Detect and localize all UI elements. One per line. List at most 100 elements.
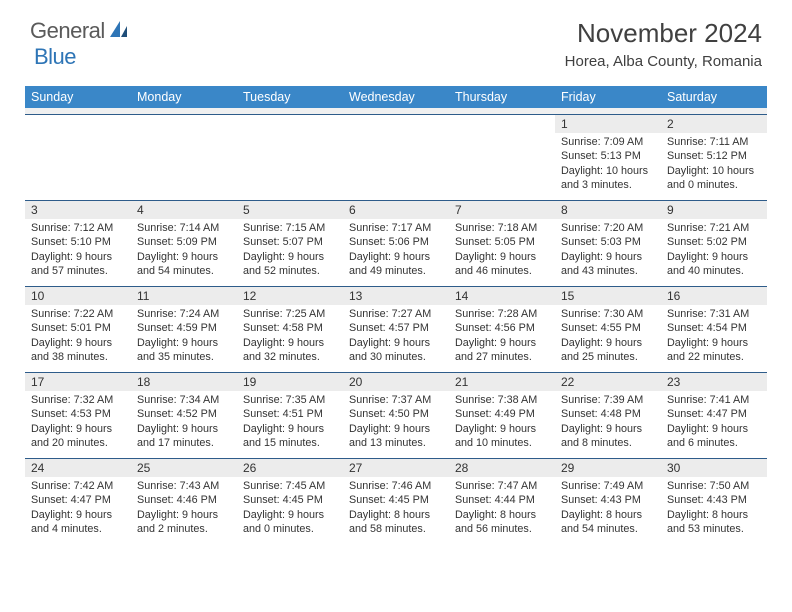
day-body: Sunrise: 7:09 AMSunset: 5:13 PMDaylight:… [555, 133, 661, 197]
day-sr: Sunrise: 7:21 AM [667, 221, 761, 236]
calendar-day-cell: 11Sunrise: 7:24 AMSunset: 4:59 PMDayligh… [131, 286, 237, 372]
calendar-day-cell: 25Sunrise: 7:43 AMSunset: 4:46 PMDayligh… [131, 458, 237, 544]
day-ss: Sunset: 4:46 PM [137, 493, 231, 508]
day-sr: Sunrise: 7:20 AM [561, 221, 655, 236]
day-sr: Sunrise: 7:41 AM [667, 393, 761, 408]
day-dl1: Daylight: 9 hours [137, 508, 231, 523]
day-dl1: Daylight: 9 hours [31, 336, 125, 351]
day-dl1: Daylight: 9 hours [561, 250, 655, 265]
day-dl2: and 25 minutes. [561, 350, 655, 365]
day-ss: Sunset: 4:47 PM [667, 407, 761, 422]
day-sr: Sunrise: 7:32 AM [31, 393, 125, 408]
day-sr: Sunrise: 7:25 AM [243, 307, 337, 322]
day-ss: Sunset: 4:54 PM [667, 321, 761, 336]
day-body [449, 119, 555, 125]
calendar-day-cell: 5Sunrise: 7:15 AMSunset: 5:07 PMDaylight… [237, 200, 343, 286]
logo-blue-text-wrap: Blue [34, 44, 76, 70]
day-sr: Sunrise: 7:28 AM [455, 307, 549, 322]
day-ss: Sunset: 5:13 PM [561, 149, 655, 164]
calendar-table: Sunday Monday Tuesday Wednesday Thursday… [25, 86, 767, 544]
day-ss: Sunset: 5:02 PM [667, 235, 761, 250]
day-body: Sunrise: 7:30 AMSunset: 4:55 PMDaylight:… [555, 305, 661, 369]
calendar-day-cell: 24Sunrise: 7:42 AMSunset: 4:47 PMDayligh… [25, 458, 131, 544]
day-body [131, 119, 237, 125]
day-sr: Sunrise: 7:39 AM [561, 393, 655, 408]
day-body: Sunrise: 7:37 AMSunset: 4:50 PMDaylight:… [343, 391, 449, 455]
day-body: Sunrise: 7:14 AMSunset: 5:09 PMDaylight:… [131, 219, 237, 283]
calendar-day-cell: 4Sunrise: 7:14 AMSunset: 5:09 PMDaylight… [131, 200, 237, 286]
calendar-day-cell: 21Sunrise: 7:38 AMSunset: 4:49 PMDayligh… [449, 372, 555, 458]
day-number: 7 [449, 201, 555, 219]
day-sr: Sunrise: 7:34 AM [137, 393, 231, 408]
calendar-day-cell: 22Sunrise: 7:39 AMSunset: 4:48 PMDayligh… [555, 372, 661, 458]
day-ss: Sunset: 4:53 PM [31, 407, 125, 422]
day-number: 21 [449, 373, 555, 391]
day-sr: Sunrise: 7:27 AM [349, 307, 443, 322]
day-ss: Sunset: 5:09 PM [137, 235, 231, 250]
day-number: 30 [661, 459, 767, 477]
day-dl1: Daylight: 9 hours [349, 336, 443, 351]
weekday-header-row: Sunday Monday Tuesday Wednesday Thursday… [25, 86, 767, 108]
day-body: Sunrise: 7:17 AMSunset: 5:06 PMDaylight:… [343, 219, 449, 283]
day-sr: Sunrise: 7:24 AM [137, 307, 231, 322]
day-sr: Sunrise: 7:09 AM [561, 135, 655, 150]
day-dl1: Daylight: 9 hours [137, 422, 231, 437]
day-sr: Sunrise: 7:17 AM [349, 221, 443, 236]
day-dl1: Daylight: 9 hours [455, 336, 549, 351]
day-dl1: Daylight: 10 hours [667, 164, 761, 179]
day-number: 4 [131, 201, 237, 219]
calendar-day-cell: 8Sunrise: 7:20 AMSunset: 5:03 PMDaylight… [555, 200, 661, 286]
day-dl1: Daylight: 9 hours [243, 250, 337, 265]
day-ss: Sunset: 5:05 PM [455, 235, 549, 250]
day-ss: Sunset: 4:49 PM [455, 407, 549, 422]
calendar-day-cell: 29Sunrise: 7:49 AMSunset: 4:43 PMDayligh… [555, 458, 661, 544]
day-number: 26 [237, 459, 343, 477]
day-sr: Sunrise: 7:35 AM [243, 393, 337, 408]
logo-text-general: General [30, 18, 105, 44]
day-dl2: and 43 minutes. [561, 264, 655, 279]
calendar-day-cell: 10Sunrise: 7:22 AMSunset: 5:01 PMDayligh… [25, 286, 131, 372]
day-body: Sunrise: 7:46 AMSunset: 4:45 PMDaylight:… [343, 477, 449, 541]
day-dl1: Daylight: 9 hours [349, 250, 443, 265]
day-number: 14 [449, 287, 555, 305]
day-sr: Sunrise: 7:49 AM [561, 479, 655, 494]
day-sr: Sunrise: 7:37 AM [349, 393, 443, 408]
day-dl1: Daylight: 9 hours [31, 508, 125, 523]
day-body: Sunrise: 7:25 AMSunset: 4:58 PMDaylight:… [237, 305, 343, 369]
weekday-header: Monday [131, 86, 237, 108]
day-dl2: and 46 minutes. [455, 264, 549, 279]
day-dl2: and 58 minutes. [349, 522, 443, 537]
day-body: Sunrise: 7:41 AMSunset: 4:47 PMDaylight:… [661, 391, 767, 455]
weekday-header: Friday [555, 86, 661, 108]
calendar-day-cell [449, 114, 555, 200]
weekday-header: Wednesday [343, 86, 449, 108]
day-number: 2 [661, 115, 767, 133]
day-number: 28 [449, 459, 555, 477]
day-number: 29 [555, 459, 661, 477]
day-body: Sunrise: 7:28 AMSunset: 4:56 PMDaylight:… [449, 305, 555, 369]
day-dl2: and 13 minutes. [349, 436, 443, 451]
day-dl1: Daylight: 9 hours [561, 336, 655, 351]
day-dl2: and 0 minutes. [243, 522, 337, 537]
day-body: Sunrise: 7:24 AMSunset: 4:59 PMDaylight:… [131, 305, 237, 369]
day-dl2: and 6 minutes. [667, 436, 761, 451]
day-ss: Sunset: 5:12 PM [667, 149, 761, 164]
day-sr: Sunrise: 7:43 AM [137, 479, 231, 494]
day-body: Sunrise: 7:45 AMSunset: 4:45 PMDaylight:… [237, 477, 343, 541]
day-dl2: and 8 minutes. [561, 436, 655, 451]
day-ss: Sunset: 4:59 PM [137, 321, 231, 336]
calendar-day-cell [343, 114, 449, 200]
day-ss: Sunset: 4:52 PM [137, 407, 231, 422]
day-dl1: Daylight: 10 hours [561, 164, 655, 179]
day-number: 9 [661, 201, 767, 219]
day-dl1: Daylight: 9 hours [31, 422, 125, 437]
day-ss: Sunset: 4:56 PM [455, 321, 549, 336]
day-number: 23 [661, 373, 767, 391]
day-number: 15 [555, 287, 661, 305]
day-ss: Sunset: 4:45 PM [349, 493, 443, 508]
day-body: Sunrise: 7:39 AMSunset: 4:48 PMDaylight:… [555, 391, 661, 455]
day-dl2: and 15 minutes. [243, 436, 337, 451]
day-body [25, 119, 131, 125]
day-sr: Sunrise: 7:22 AM [31, 307, 125, 322]
calendar-day-cell: 13Sunrise: 7:27 AMSunset: 4:57 PMDayligh… [343, 286, 449, 372]
